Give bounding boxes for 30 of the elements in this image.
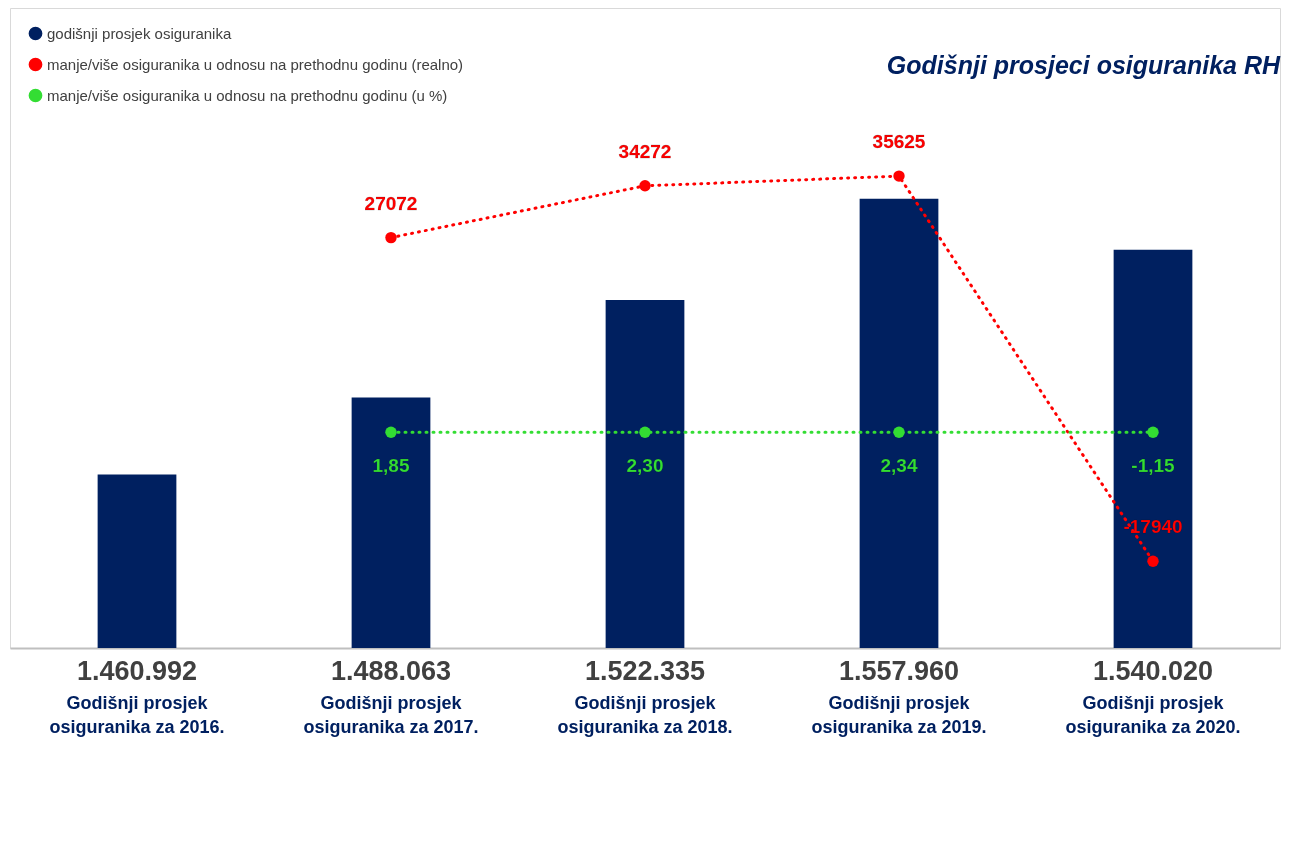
data-label: 1.540.020 (1092, 656, 1214, 686)
data-label: 1,85 (372, 455, 410, 477)
data-label: 1.488.063 (330, 656, 452, 686)
point (1147, 555, 1159, 567)
point (893, 170, 905, 182)
text: Godišnji prosjeci osiguranika RH (886, 51, 1281, 79)
data-label: 1.557.960 (838, 656, 960, 686)
legend-label: manje/više osiguranika u odnosu na prethodnu godinu (u %) (47, 86, 448, 104)
point (385, 231, 397, 244)
point (639, 180, 651, 192)
x-tick-label: Godišnji prosjek osiguranika za 2016. (49, 692, 225, 737)
legend-label: godišnji prosjek osiguranika (47, 24, 232, 42)
data-label: 2,34 (880, 455, 918, 477)
data-label: 27072 (364, 192, 418, 214)
x-tick-label: Godišnji prosjek osiguranika za 2019. (811, 692, 987, 737)
data-label: 1.522.335 (584, 656, 706, 686)
data-label: 34272 (618, 140, 672, 162)
data-label: 2,30 (626, 455, 664, 477)
legend-label: manje/više osiguranika u odnosu na prethodnu godinu (realno) (47, 55, 464, 73)
x-tick-label: Godišnji prosjek osiguranika za 2018. (557, 692, 733, 737)
data-label: -17940 (1123, 516, 1183, 538)
x-tick-label: Godišnji prosjek osiguranika za 2020. (1065, 692, 1241, 737)
data-label: -1,15 (1131, 455, 1176, 477)
point (639, 426, 651, 438)
point (893, 426, 905, 438)
data-label: 35625 (872, 131, 926, 153)
point (385, 426, 397, 438)
data-label: 1.460.992 (76, 656, 198, 686)
point (1147, 426, 1159, 438)
x-tick-label: Godišnji prosjek osiguranika za 2017. (303, 692, 479, 737)
